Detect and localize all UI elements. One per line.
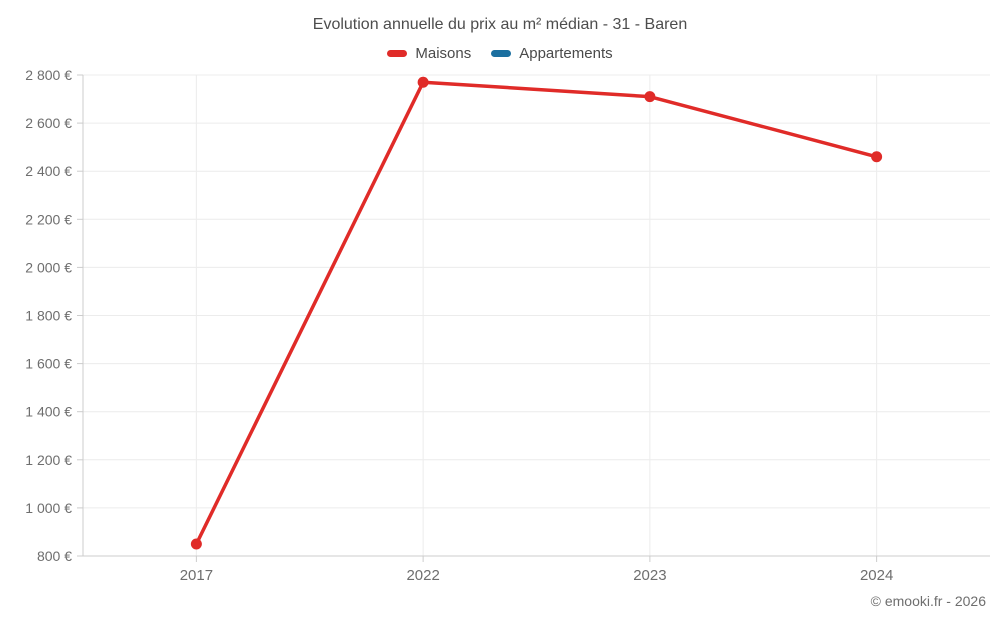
legend-swatch-icon [491, 50, 512, 57]
series-line-maisons [194, 80, 879, 546]
data-point-maisons [417, 76, 429, 88]
chart-legend: Maisons Appartements [0, 45, 1000, 62]
copyright-text: © emooki.fr - 2026 [870, 593, 986, 609]
legend-item-maisons[interactable]: Maisons [387, 45, 471, 62]
y-axis-tick-label: 1 200 € [25, 452, 72, 468]
legend-item-appartements[interactable]: Appartements [491, 45, 613, 62]
data-point-maisons [644, 91, 656, 103]
x-axis-tick-label: 2022 [406, 567, 439, 584]
chart-title: Evolution annuelle du prix au m² médian … [312, 16, 688, 33]
y-axis-tick-label: 2 400 € [25, 163, 72, 179]
legend-item-label: Maisons [415, 45, 472, 62]
x-axis-tick-label: 2023 [633, 567, 666, 584]
legend-item-label: Appartements [519, 45, 613, 62]
y-axis-tick-label: 2 000 € [25, 259, 72, 275]
y-axis-tick-label: 2 600 € [25, 115, 72, 131]
y-axis-tick-label: 2 800 € [25, 67, 72, 83]
y-axis-tick-label: 1 800 € [25, 308, 72, 324]
y-axis-tick-label: 2 200 € [25, 211, 72, 227]
y-axis-tick-label: 800 € [37, 548, 72, 564]
data-point-maisons [871, 151, 883, 163]
x-axis-tick-label: 2024 [860, 567, 893, 584]
y-axis-tick-label: 1 400 € [25, 404, 72, 420]
y-axis-tick-label: 1 600 € [25, 356, 72, 372]
legend-swatch-icon [387, 50, 408, 57]
x-axis-tick-label: 2017 [180, 567, 213, 584]
y-axis-tick-label: 1 000 € [25, 500, 72, 516]
data-point-maisons [190, 538, 202, 550]
